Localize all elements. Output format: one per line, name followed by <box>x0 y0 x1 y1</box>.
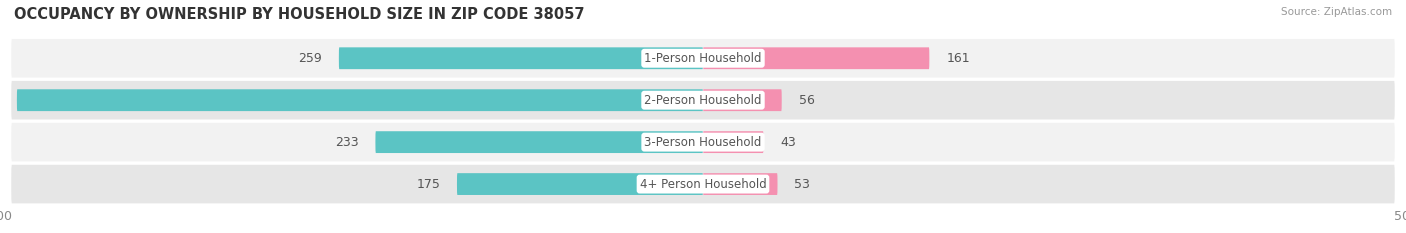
FancyBboxPatch shape <box>11 81 1395 120</box>
Text: 3-Person Household: 3-Person Household <box>644 136 762 149</box>
Text: 53: 53 <box>794 178 810 191</box>
Text: 4+ Person Household: 4+ Person Household <box>640 178 766 191</box>
Text: 2-Person Household: 2-Person Household <box>644 94 762 107</box>
Text: 56: 56 <box>799 94 814 107</box>
Text: 43: 43 <box>780 136 796 149</box>
Text: OCCUPANCY BY OWNERSHIP BY HOUSEHOLD SIZE IN ZIP CODE 38057: OCCUPANCY BY OWNERSHIP BY HOUSEHOLD SIZE… <box>14 7 585 22</box>
FancyBboxPatch shape <box>703 47 929 69</box>
FancyBboxPatch shape <box>703 131 763 153</box>
FancyBboxPatch shape <box>339 47 703 69</box>
Text: 233: 233 <box>335 136 359 149</box>
Text: 1-Person Household: 1-Person Household <box>644 52 762 65</box>
FancyBboxPatch shape <box>457 173 703 195</box>
FancyBboxPatch shape <box>17 89 703 111</box>
FancyBboxPatch shape <box>11 123 1395 161</box>
Text: 175: 175 <box>416 178 440 191</box>
FancyBboxPatch shape <box>375 131 703 153</box>
FancyBboxPatch shape <box>11 39 1395 78</box>
FancyBboxPatch shape <box>703 173 778 195</box>
Text: Source: ZipAtlas.com: Source: ZipAtlas.com <box>1281 7 1392 17</box>
Text: 161: 161 <box>946 52 970 65</box>
Text: 259: 259 <box>298 52 322 65</box>
FancyBboxPatch shape <box>11 165 1395 203</box>
FancyBboxPatch shape <box>703 89 782 111</box>
